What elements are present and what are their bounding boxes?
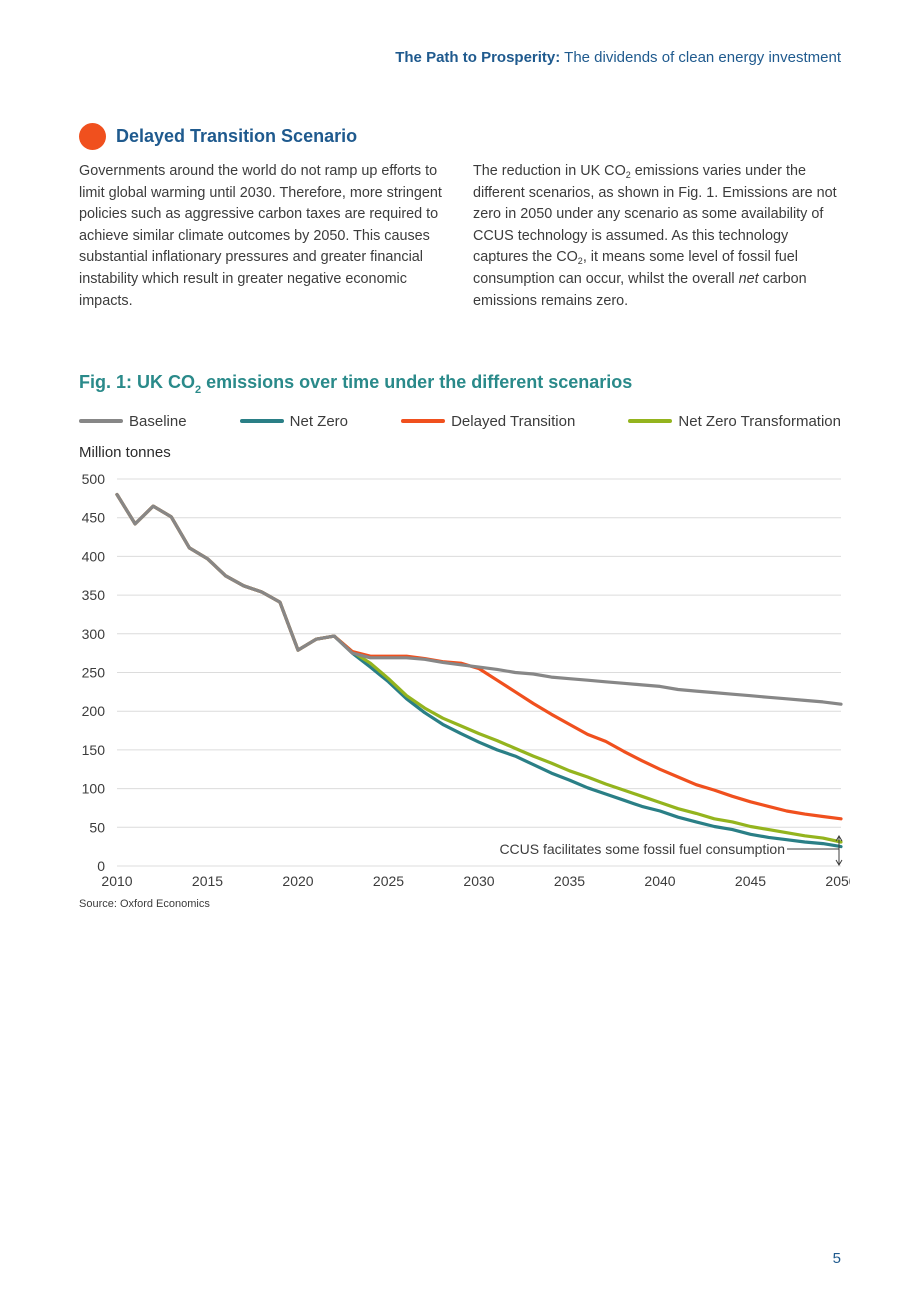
annotation-arrow-up: [835, 835, 843, 842]
series-line-delayed-transition: [115, 492, 843, 821]
legend-item: Delayed Transition: [401, 413, 575, 430]
legend-item: Net Zero Transformation: [628, 413, 841, 430]
legend-swatch: [79, 419, 123, 423]
x-tick-label: 2030: [463, 873, 494, 889]
legend-label: Net Zero Transformation: [678, 412, 841, 430]
y-tick-label: 0: [97, 858, 105, 874]
annotation-arrow-down: [835, 859, 843, 866]
legend-swatch: [401, 419, 446, 423]
subscript: 2: [625, 170, 631, 180]
y-tick-label: 500: [82, 471, 106, 487]
header-title: The Path to Prosperity:: [395, 49, 561, 66]
y-tick-label: 450: [82, 510, 106, 526]
y-axis-title: Million tonnes: [79, 444, 171, 461]
x-tick-label: 2015: [192, 873, 223, 889]
text-part: , it means some level of fossil fuel con…: [473, 249, 798, 287]
series-line-baseline: [115, 492, 843, 706]
y-tick-label: 350: [82, 587, 106, 603]
left-paragraph: Governments around the world do not ramp…: [79, 163, 442, 309]
right-column: The reduction in UK CO2 emissions varies…: [473, 161, 838, 312]
x-tick-label: 2035: [554, 873, 585, 889]
y-tick-label: 250: [82, 665, 106, 681]
legend-label: Baseline: [129, 412, 187, 430]
section-title: Delayed Transition Scenario: [116, 125, 358, 146]
running-header: The Path to Prosperity: The dividends of…: [395, 49, 841, 66]
section-heading: Delayed Transition Scenario: [79, 122, 357, 150]
legend-swatch: [628, 419, 673, 423]
text-part: carbon emissions remains zero.: [473, 270, 807, 309]
y-tick-label: 400: [82, 548, 106, 564]
y-tick-label: 100: [82, 781, 106, 797]
y-tick-label: 200: [82, 703, 106, 719]
series-line-net-zero: [115, 492, 843, 849]
figure-title-sub: 2: [195, 384, 202, 396]
left-column: Governments around the world do not ramp…: [79, 161, 444, 312]
text-part: emissions varies under the different sce…: [473, 163, 837, 266]
legend-swatch: [239, 419, 284, 423]
header-subtitle: The dividends of clean energy investment: [560, 49, 841, 66]
x-tick-label: 2020: [282, 873, 313, 889]
x-tick-label: 2040: [644, 873, 675, 889]
text-part: The reduction in UK CO: [473, 163, 626, 179]
y-tick-label: 50: [89, 819, 105, 835]
legend-label: Delayed Transition: [451, 412, 576, 430]
figure-title-a: Fig. 1: UK CO: [79, 372, 195, 392]
legend-item: Net Zero: [239, 412, 348, 430]
emphasis-net: net: [738, 270, 759, 287]
legend-item: Baseline: [79, 413, 187, 430]
x-tick-label: 2050: [825, 873, 850, 889]
page-number: 5: [832, 1250, 841, 1267]
legend-label: Net Zero: [289, 412, 348, 430]
figure-title-b: emissions over time under the different …: [201, 372, 633, 392]
y-tick-label: 300: [82, 626, 106, 642]
x-tick-label: 2045: [735, 873, 766, 889]
annotation-text: CCUS facilitates some fossil fuel consum…: [499, 841, 785, 857]
figure-source: Source: Oxford Economics: [79, 898, 210, 910]
x-tick-label: 2010: [101, 873, 132, 889]
emissions-line-chart: 0 50 100 150 200 250 300 350 400 450 500 2010 2015 20…: [82, 471, 850, 889]
figure-title: Fig. 1: UK CO2 emissions over time under…: [79, 372, 633, 396]
x-tick-label: 2025: [373, 873, 404, 889]
subscript: 2: [577, 256, 583, 267]
orange-dot-icon: [79, 122, 106, 150]
chart-legend: Baseline Net Zero Delayed Transition Net Ze…: [79, 410, 841, 432]
right-paragraph: The reduction in UK CO2 emissions varies…: [473, 161, 838, 312]
y-tick-label: 150: [82, 742, 106, 758]
